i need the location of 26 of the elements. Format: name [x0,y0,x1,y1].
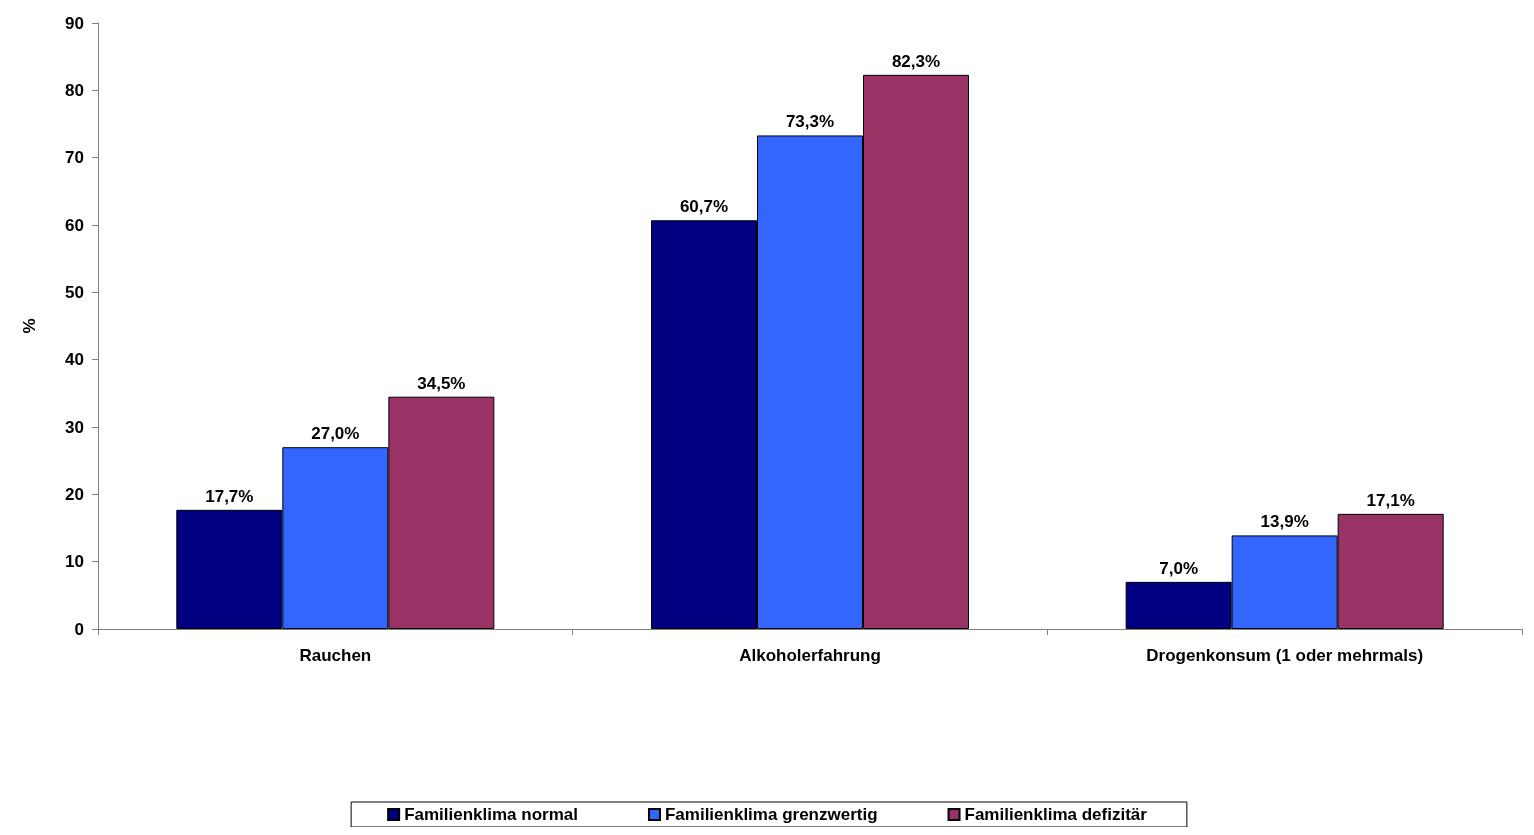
data-label: 60,7% [679,197,729,217]
data-label: 13,9% [1260,512,1309,532]
y-tick-label: 20 [65,484,84,504]
data-label: 73,3% [785,112,835,132]
legend-label: Familienklima normal [404,805,578,824]
data-label: 34,5% [417,373,466,393]
data-label: 17,7% [205,486,254,506]
y-tick-label: 0 [74,619,84,639]
x-tick-label: Drogenkonsum (1 oder mehrmals) [1146,646,1424,665]
y-tick-label: 40 [65,350,84,370]
x-tick-label: Alkoholerfahrung [739,646,881,665]
legend-label: Familienklima grenzwertig [664,805,878,824]
y-tick-label: 30 [65,417,84,437]
y-tick-label: 50 [65,282,84,302]
data-label: 27,0% [311,424,360,444]
data-label: 7,0% [1159,558,1199,578]
y-axis-title: % [20,318,39,334]
y-tick-label: 60 [65,215,84,235]
data-label: 82,3% [891,51,941,71]
y-tick-label: 80 [65,80,84,100]
y-tick-label: 70 [65,148,84,168]
y-tick-label: 10 [65,552,84,572]
data-label: 17,1% [1366,490,1415,510]
x-tick-label: Rauchen [299,646,372,665]
y-tick-label: 90 [65,13,84,33]
legend-label: Familienklima defizitär [964,805,1148,824]
